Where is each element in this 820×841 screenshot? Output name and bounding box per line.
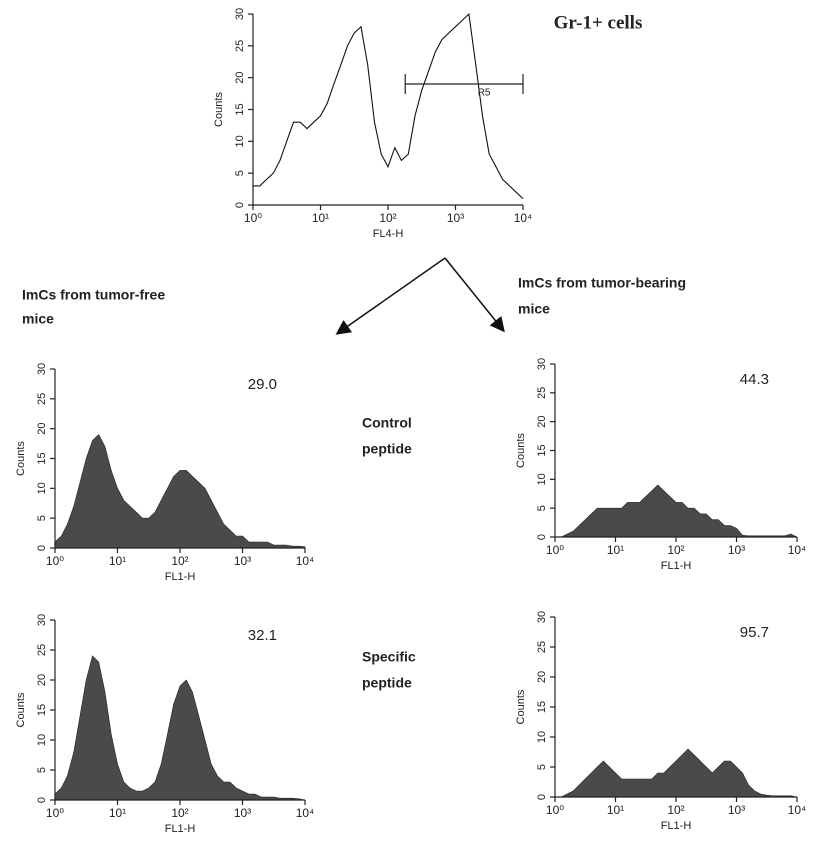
y-axis-label: Counts	[515, 433, 527, 468]
x-tick-label: 10¹	[109, 806, 126, 820]
x-tick-label: 10⁴	[788, 543, 807, 557]
x-tick-label: 10³	[234, 554, 251, 568]
y-tick-label: 20	[36, 423, 48, 435]
annotation: 95.7	[740, 624, 769, 641]
x-tick-label: 10⁰	[546, 543, 564, 557]
histogram	[555, 484, 798, 538]
heading: mice	[22, 311, 54, 327]
y-tick-label: 25	[36, 644, 48, 656]
x-tick-label: 10³	[728, 803, 745, 817]
row-label: Control	[362, 415, 412, 431]
y-tick-label: 15	[536, 701, 548, 713]
arrow	[444, 257, 505, 333]
y-tick-label: 5	[36, 767, 48, 773]
x-tick-label: 10⁰	[46, 554, 64, 568]
heading: ImCs from tumor-free	[22, 287, 165, 303]
y-tick-label: 30	[36, 614, 48, 626]
y-tick-label: 0	[36, 797, 48, 803]
y-tick-label: 10	[36, 482, 48, 494]
heading: mice	[518, 301, 550, 317]
y-tick-label: 5	[536, 764, 548, 770]
x-tick-label: 10¹	[109, 554, 126, 568]
x-axis-label: FL1-H	[165, 571, 196, 583]
x-tick-label: 10²	[171, 806, 188, 820]
x-tick-label: 10¹	[607, 543, 624, 557]
x-axis-label: FL1-H	[661, 820, 692, 832]
x-tick-label: 10³	[447, 211, 464, 225]
y-tick-label: 10	[536, 731, 548, 743]
x-tick-label: 10⁴	[296, 554, 315, 568]
x-tick-label: 10²	[379, 211, 396, 225]
histogram	[54, 434, 306, 549]
y-tick-label: 25	[536, 387, 548, 399]
gate-label: R5	[478, 88, 491, 99]
y-tick-label: 0	[536, 534, 548, 540]
x-tick-label: 10³	[234, 806, 251, 820]
row-label: peptide	[362, 675, 412, 691]
chart-title: Gr-1+ cells	[554, 12, 643, 33]
y-tick-label: 10	[234, 135, 246, 147]
arrow	[335, 257, 446, 335]
x-tick-label: 10²	[667, 543, 684, 557]
y-tick-label: 5	[536, 505, 548, 511]
y-tick-label: 15	[234, 103, 246, 115]
y-tick-label: 30	[536, 358, 548, 370]
x-axis-label: FL4-H	[373, 228, 404, 240]
x-tick-label: 10⁰	[546, 803, 564, 817]
y-tick-label: 15	[36, 452, 48, 464]
x-tick-label: 10¹	[607, 803, 624, 817]
x-tick-label: 10⁴	[296, 806, 315, 820]
x-tick-label: 10⁴	[514, 211, 533, 225]
x-tick-label: 10¹	[312, 211, 329, 225]
y-tick-label: 30	[234, 8, 246, 20]
y-tick-label: 0	[536, 794, 548, 800]
y-tick-label: 10	[536, 473, 548, 485]
y-tick-label: 25	[36, 393, 48, 405]
y-tick-label: 20	[536, 671, 548, 683]
y-axis-label: Counts	[15, 692, 27, 727]
x-tick-label: 10²	[667, 803, 684, 817]
y-tick-label: 20	[36, 674, 48, 686]
y-tick-label: 25	[536, 641, 548, 653]
x-tick-label: 10²	[171, 554, 188, 568]
y-axis-label: Counts	[515, 689, 527, 724]
x-tick-label: 10⁰	[46, 806, 64, 820]
y-tick-label: 25	[234, 40, 246, 52]
x-tick-label: 10³	[728, 543, 745, 557]
x-tick-label: 10⁴	[788, 803, 807, 817]
histogram	[54, 655, 306, 801]
annotation: 44.3	[740, 371, 769, 388]
y-tick-label: 10	[36, 734, 48, 746]
y-tick-label: 5	[234, 170, 246, 176]
y-tick-label: 15	[536, 444, 548, 456]
row-label: peptide	[362, 441, 412, 457]
y-tick-label: 5	[36, 515, 48, 521]
y-axis-label: Counts	[15, 441, 27, 476]
annotation: 32.1	[248, 627, 277, 644]
y-tick-label: 30	[36, 363, 48, 375]
y-tick-label: 0	[36, 545, 48, 551]
histogram	[555, 748, 798, 798]
y-tick-label: 20	[536, 416, 548, 428]
row-label: Specific	[362, 649, 416, 665]
y-tick-label: 0	[234, 202, 246, 208]
annotation: 29.0	[248, 376, 277, 393]
x-axis-label: FL1-H	[165, 823, 196, 835]
y-tick-label: 30	[536, 611, 548, 623]
x-tick-label: 10⁰	[244, 211, 262, 225]
y-tick-label: 20	[234, 72, 246, 84]
histogram	[253, 12, 524, 200]
y-axis-label: Counts	[213, 92, 225, 127]
y-tick-label: 15	[36, 704, 48, 716]
x-axis-label: FL1-H	[661, 560, 692, 572]
heading: ImCs from tumor-bearing	[518, 275, 686, 291]
